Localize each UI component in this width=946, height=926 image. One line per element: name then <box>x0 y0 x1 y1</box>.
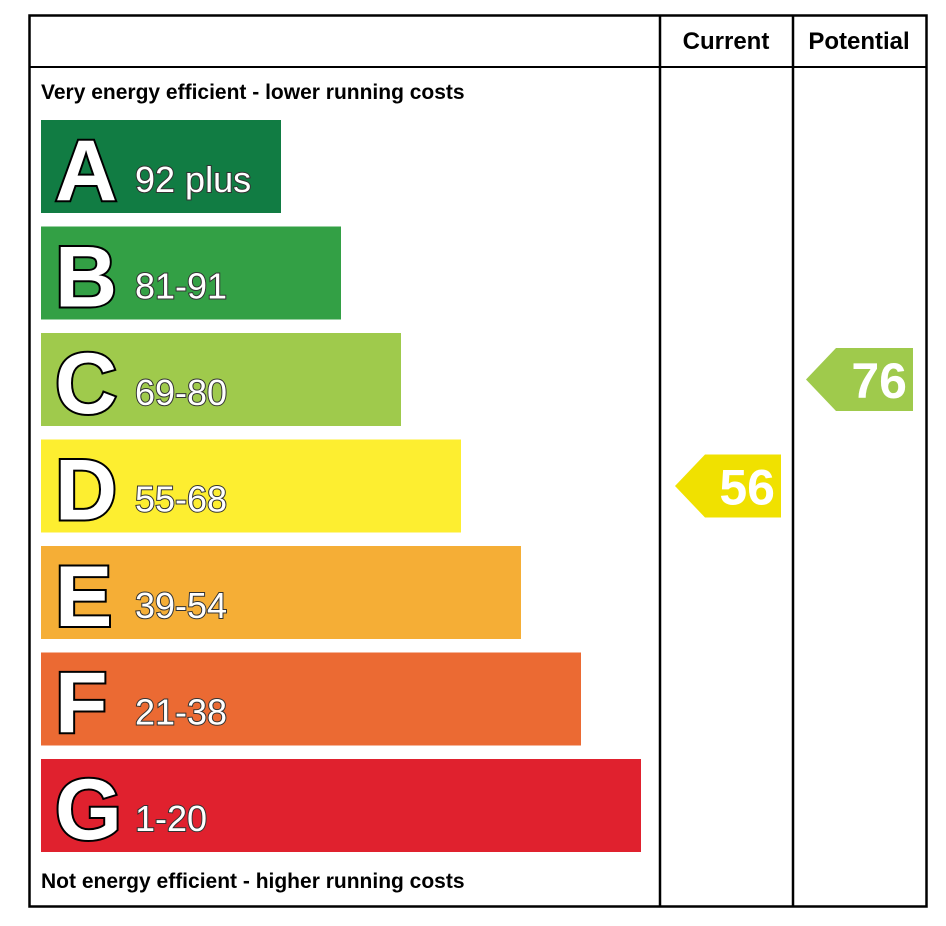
rating-bands: A 92 plus B 81-91 C 69-80 D 55-68 E 39-54 F 21-38 G 1… <box>41 120 641 860</box>
potential-rating-value: 76 <box>851 353 907 409</box>
band-bar <box>41 546 521 639</box>
band-d: D 55-68 <box>41 439 461 541</box>
current-arrow-shape <box>675 454 781 518</box>
band-e: E 39-54 <box>41 546 521 647</box>
band-range: 55-68 <box>135 479 227 520</box>
band-range: 39-54 <box>135 585 227 626</box>
potential-rating-arrow: 76 <box>806 348 913 411</box>
band-letter: C <box>55 336 117 432</box>
band-bar <box>41 759 641 852</box>
band-letter: G <box>55 762 122 858</box>
band-c: C 69-80 <box>41 333 401 434</box>
band-g: G 1-20 <box>41 759 641 860</box>
band-range: 81-91 <box>135 266 227 307</box>
band-range: 1-20 <box>135 798 207 839</box>
band-letter: B <box>55 230 117 326</box>
band-bar <box>41 333 401 426</box>
bottom-note: Not energy efficient - higher running co… <box>41 870 465 893</box>
potential-header: Potential <box>808 28 909 55</box>
current-header: Current <box>683 28 770 55</box>
band-range: 21-38 <box>135 692 227 733</box>
band-range: 69-80 <box>135 372 227 413</box>
band-letter: E <box>55 549 112 645</box>
band-bar <box>41 120 281 213</box>
band-bar <box>41 439 461 533</box>
rating-arrows: 56 76 <box>675 348 913 518</box>
potential-arrow-shape <box>806 348 913 411</box>
current-rating-value: 56 <box>719 460 775 516</box>
band-letter: A <box>55 123 117 219</box>
band-bar <box>41 226 341 320</box>
band-a: A 92 plus <box>41 120 281 221</box>
band-f: F 21-38 <box>41 652 581 754</box>
band-bar <box>41 652 581 746</box>
top-note: Very energy efficient - lower running co… <box>41 81 465 104</box>
band-range: 92 plus <box>135 159 251 200</box>
current-rating-arrow: 56 <box>675 454 781 518</box>
band-letter: F <box>55 656 108 752</box>
band-letter: D <box>55 443 117 539</box>
band-b: B 81-91 <box>41 226 341 328</box>
chart-frame <box>28 14 928 908</box>
